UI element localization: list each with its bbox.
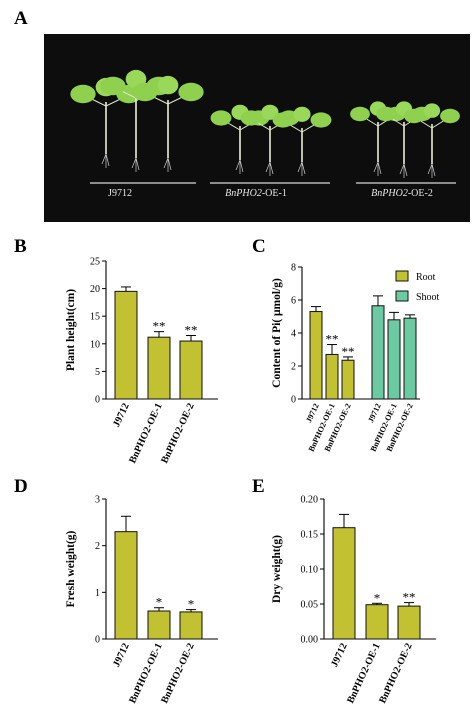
bar-2 xyxy=(397,605,421,640)
legend-label-0: Root xyxy=(416,272,436,283)
legend-label-1: Shoot xyxy=(416,292,440,303)
significance-2: ** xyxy=(403,590,416,605)
y-tick-label: 6 xyxy=(291,296,296,307)
bar-0-1 xyxy=(325,353,339,400)
y-tick-label: 2 xyxy=(291,362,296,373)
chart-fresh-weight: Fresh weight(g) 0 1 2 3 J9712 * BnPHO2-OE-1 * BnP… xyxy=(65,495,218,706)
y-tick-label: 0.05 xyxy=(301,600,319,611)
y-tick-label: 0 xyxy=(291,395,296,406)
chart-dry-weight: Dry weight(g) 0.00 0.05 0.10 0.15 0.20 J9712 * B… xyxy=(271,495,436,706)
seedling-6 xyxy=(272,106,332,176)
y-tick-label: 20 xyxy=(90,284,100,295)
panel-letter-a: A xyxy=(14,8,28,29)
bar-0 xyxy=(332,527,356,640)
bar-1 xyxy=(147,336,171,400)
x-tick-label-2: BnPHO2-OE-2 xyxy=(159,402,196,466)
seedling-8 xyxy=(376,101,432,178)
significance-1: * xyxy=(374,590,381,605)
x-tick-label-1-0: J9712 xyxy=(366,402,383,424)
y-tick-label: 4 xyxy=(291,329,296,340)
bar-2 xyxy=(179,340,203,400)
y-tick-label: 0.00 xyxy=(301,635,319,646)
y-tick-label: 8 xyxy=(291,263,296,274)
legend-swatch-0 xyxy=(395,270,409,282)
y-tick-label: 3 xyxy=(95,495,100,506)
panel-letter-e: E xyxy=(252,476,265,497)
bar-0-2 xyxy=(341,359,355,400)
x-tick-label-0: J9712 xyxy=(111,402,132,429)
bar-1 xyxy=(147,610,171,640)
y-tick-label: 0.20 xyxy=(301,495,319,506)
x-tick-label-2: BnPHO2-OE-2 xyxy=(377,642,414,706)
bar-0-0 xyxy=(309,311,323,400)
x-tick-label-1: BnPHO2-OE-1 xyxy=(345,642,382,706)
legend-swatch-1 xyxy=(395,290,409,302)
photo-label-oe2: BnPHO2-OE-2 xyxy=(371,188,433,199)
significance-0-2: ** xyxy=(342,344,355,359)
y-tick-label: 1 xyxy=(95,588,100,599)
significance-2: ** xyxy=(185,323,198,338)
y-tick-label: 0 xyxy=(95,635,100,646)
y-tick-label: 10 xyxy=(90,339,100,350)
panel-letter-c: C xyxy=(252,236,266,257)
y-tick-label: 2 xyxy=(95,541,100,552)
bar-1 xyxy=(365,604,389,640)
bar-1-1 xyxy=(387,319,401,400)
photo-label-j9712: J9712 xyxy=(108,188,132,199)
significance-1: * xyxy=(156,595,163,610)
seedling-3 xyxy=(132,75,204,172)
y-tick-label: 0.10 xyxy=(301,565,319,576)
y-tick-label: 5 xyxy=(95,367,100,378)
y-tick-label: 0.15 xyxy=(301,530,319,541)
y-tick-label: 0 xyxy=(95,395,100,406)
bar-0 xyxy=(114,290,138,400)
y-axis-label: Dry weight(g) xyxy=(271,535,283,603)
x-tick-label-2: BnPHO2-OE-2 xyxy=(159,642,196,706)
bar-2 xyxy=(179,611,203,640)
x-tick-label-0: J9712 xyxy=(329,642,350,669)
significance-0-1: ** xyxy=(326,332,339,347)
chart-pi-content: Content of Pi( μmol/g)02468J9712**BnPHO2… xyxy=(271,263,440,453)
chart-plant-height: Plant height(cm) 0 5 10 15 20 25 J9712 ** BnPHO2-… xyxy=(65,257,218,466)
significance-1: ** xyxy=(153,319,166,334)
y-tick-label: 25 xyxy=(90,257,100,268)
panel-letter-d: D xyxy=(14,476,28,497)
seedling-9 xyxy=(404,103,460,178)
seedling-illustration xyxy=(70,69,460,184)
bar-1-0 xyxy=(371,305,385,400)
y-axis-label: Plant height(cm) xyxy=(65,289,77,371)
x-tick-label-0: J9712 xyxy=(111,642,132,669)
photo-label-oe1: BnPHO2-OE-1 xyxy=(225,188,287,199)
y-tick-label: 15 xyxy=(90,312,100,323)
x-tick-label-1: BnPHO2-OE-1 xyxy=(127,402,164,466)
x-tick-label-1: BnPHO2-OE-1 xyxy=(127,642,164,706)
panel-letter-b: B xyxy=(14,236,27,257)
y-axis-label: Fresh weight(g) xyxy=(65,530,77,607)
y-axis-label: Content of Pi( μmol/g) xyxy=(271,278,283,388)
bar-0 xyxy=(114,531,138,640)
seedling-photo: J9712 BnPHO2-OE-1 BnPHO2-OE-2 xyxy=(44,34,470,222)
significance-2: * xyxy=(188,597,195,612)
bar-1-2 xyxy=(403,317,417,400)
x-tick-label-0-0: J9712 xyxy=(304,402,321,424)
